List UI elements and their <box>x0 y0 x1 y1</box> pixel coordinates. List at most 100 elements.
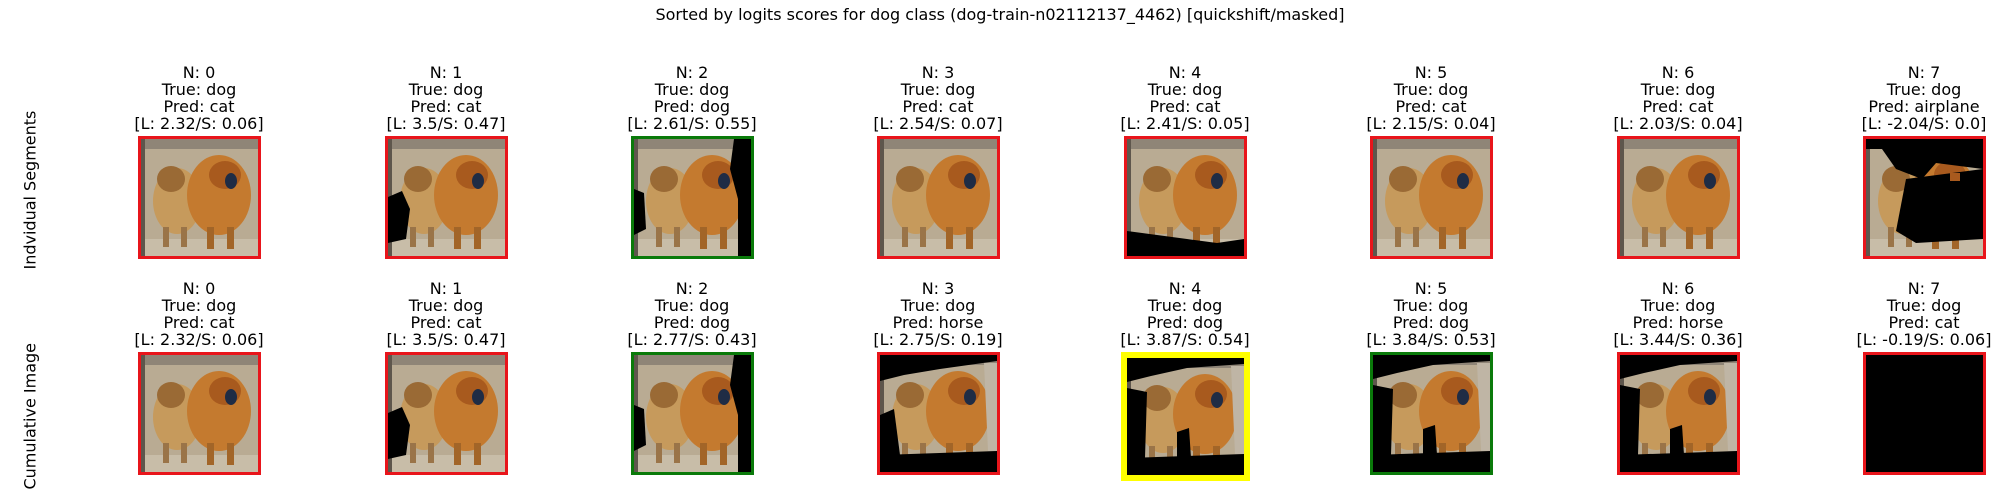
caption-score: [L: 2.77/S: 0.43] <box>627 330 757 349</box>
panel-cumulative-3: N: 3 True: dog Pred: horse [L: 2.75/S: 0.19… <box>838 280 1038 475</box>
caption-score: [L: 2.54/S: 0.07] <box>873 114 1003 133</box>
panel-caption: N: 4 True: dog Pred: dog [L: 3.87/S: 0.54] <box>1085 280 1285 348</box>
caption-pred: Pred: cat <box>1642 97 1714 116</box>
panel-segment-0: N: 0 True: dog Pred: cat [L: 2.32/S: 0.06] <box>99 64 299 259</box>
panel-image-frame <box>1862 352 1986 475</box>
dog-image <box>140 355 258 472</box>
panel-image-frame <box>630 136 754 259</box>
caption-n: N: 5 <box>1414 63 1448 82</box>
caption-score: [L: -0.19/S: 0.06] <box>1856 330 1992 349</box>
panel-caption: N: 3 True: dog Pred: horse [L: 2.75/S: 0.19… <box>838 280 1038 348</box>
panel-caption: N: 2 True: dog Pred: dog [L: 2.77/S: 0.43] <box>592 280 792 348</box>
figure-title: Sorted by logits scores for dog class (d… <box>655 5 1345 24</box>
panel-caption: N: 5 True: dog Pred: cat [L: 2.15/S: 0.04] <box>1331 64 1531 132</box>
panel-cumulative-6: N: 6 True: dog Pred: horse [L: 3.44/S: 0.36… <box>1578 280 1778 475</box>
panel-caption: N: 6 True: dog Pred: horse [L: 3.44/S: 0.36… <box>1578 280 1778 348</box>
panel-image-frame <box>630 352 754 475</box>
caption-n: N: 7 <box>1907 279 1941 298</box>
panel-cumulative-0: N: 0 True: dog Pred: cat [L: 2.32/S: 0.06] <box>99 280 299 475</box>
caption-pred: Pred: cat <box>1888 313 1960 332</box>
panel-cumulative-7: N: 7 True: dog Pred: cat [L: -0.19/S: 0.06] <box>1824 280 2000 475</box>
caption-n: N: 4 <box>1168 63 1202 82</box>
dog-image <box>1619 139 1737 256</box>
caption-pred: Pred: horse <box>1632 313 1724 332</box>
caption-n: N: 6 <box>1661 279 1695 298</box>
caption-pred: Pred: cat <box>163 97 235 116</box>
dog-image <box>1126 358 1244 475</box>
caption-true: True: dog <box>1886 296 1962 315</box>
panel-image-frame <box>876 352 1000 475</box>
caption-n: N: 0 <box>182 279 216 298</box>
caption-true: True: dog <box>1147 296 1223 315</box>
panel-caption: N: 4 True: dog Pred: cat [L: 2.41/S: 0.05] <box>1085 64 1285 132</box>
caption-score: [L: 3.5/S: 0.47] <box>386 330 506 349</box>
caption-score: [L: 3.5/S: 0.47] <box>386 114 506 133</box>
panel-caption: N: 5 True: dog Pred: dog [L: 3.84/S: 0.53] <box>1331 280 1531 348</box>
caption-pred: Pred: cat <box>410 97 482 116</box>
caption-pred: Pred: dog <box>653 97 731 116</box>
caption-n: N: 1 <box>429 279 463 298</box>
caption-n: N: 3 <box>921 279 955 298</box>
panel-image-frame <box>384 136 508 259</box>
caption-true: True: dog <box>408 296 484 315</box>
panel-image-frame <box>1369 136 1493 259</box>
dog-image <box>1865 139 1983 256</box>
caption-pred: Pred: cat <box>1395 97 1467 116</box>
dog-image <box>633 139 751 256</box>
panel-cumulative-5: N: 5 True: dog Pred: dog [L: 3.84/S: 0.53] <box>1331 280 1531 475</box>
caption-true: True: dog <box>1393 296 1469 315</box>
caption-n: N: 3 <box>921 63 955 82</box>
caption-true: True: dog <box>654 296 730 315</box>
panel-caption: N: 3 True: dog Pred: cat [L: 2.54/S: 0.07] <box>838 64 1038 132</box>
caption-n: N: 2 <box>675 279 709 298</box>
panel-cumulative-1: N: 1 True: dog Pred: cat [L: 3.5/S: 0.47] <box>346 280 546 475</box>
dog-image <box>387 139 505 256</box>
caption-true: True: dog <box>161 80 237 99</box>
caption-score: [L: 2.41/S: 0.05] <box>1120 114 1250 133</box>
caption-pred: Pred: dog <box>1392 313 1470 332</box>
caption-true: True: dog <box>900 296 976 315</box>
caption-true: True: dog <box>900 80 976 99</box>
caption-score: [L: 2.15/S: 0.04] <box>1366 114 1496 133</box>
caption-pred: Pred: dog <box>1146 313 1224 332</box>
caption-pred: Pred: dog <box>653 313 731 332</box>
caption-n: N: 7 <box>1907 63 1941 82</box>
caption-score: [L: 2.03/S: 0.04] <box>1613 114 1743 133</box>
caption-score: [L: 3.87/S: 0.54] <box>1120 330 1250 349</box>
dog-image <box>1372 139 1490 256</box>
panel-image-frame <box>384 352 508 475</box>
caption-n: N: 2 <box>675 63 709 82</box>
panel-caption: N: 0 True: dog Pred: cat [L: 2.32/S: 0.06] <box>99 64 299 132</box>
panel-image-frame <box>137 352 261 475</box>
dog-image <box>1126 139 1244 256</box>
caption-true: True: dog <box>161 296 237 315</box>
caption-n: N: 5 <box>1414 279 1448 298</box>
caption-pred: Pred: cat <box>163 313 235 332</box>
panel-cumulative-4: N: 4 True: dog Pred: dog [L: 3.87/S: 0.54] <box>1085 280 1285 481</box>
panel-image-frame <box>1862 136 1986 259</box>
row-label-individual: Indvidual Segments <box>20 110 40 270</box>
caption-score: [L: 2.32/S: 0.06] <box>134 330 264 349</box>
caption-n: N: 1 <box>429 63 463 82</box>
dog-image <box>879 355 997 472</box>
panel-image-frame <box>876 136 1000 259</box>
caption-pred: Pred: cat <box>410 313 482 332</box>
caption-score: [L: 3.44/S: 0.36] <box>1613 330 1743 349</box>
caption-true: True: dog <box>1886 80 1962 99</box>
caption-true: True: dog <box>654 80 730 99</box>
caption-score: [L: -2.04/S: 0.0] <box>1861 114 1987 133</box>
caption-n: N: 0 <box>182 63 216 82</box>
caption-pred: Pred: cat <box>902 97 974 116</box>
caption-pred: Pred: horse <box>892 313 984 332</box>
panel-image-frame <box>137 136 261 259</box>
caption-score: [L: 2.61/S: 0.55] <box>627 114 757 133</box>
panel-segment-4: N: 4 True: dog Pred: cat [L: 2.41/S: 0.05] <box>1085 64 1285 259</box>
panel-caption: N: 7 True: dog Pred: airplane [L: -2.04/S: … <box>1824 64 2000 132</box>
panel-image-frame <box>1123 136 1247 259</box>
panel-segment-1: N: 1 True: dog Pred: cat [L: 3.5/S: 0.47] <box>346 64 546 259</box>
dog-image <box>633 355 751 472</box>
panel-image-frame <box>1369 352 1493 475</box>
panel-caption: N: 2 True: dog Pred: dog [L: 2.61/S: 0.55] <box>592 64 792 132</box>
panel-caption: N: 7 True: dog Pred: cat [L: -0.19/S: 0.06] <box>1824 280 2000 348</box>
panel-segment-6: N: 6 True: dog Pred: cat [L: 2.03/S: 0.04] <box>1578 64 1778 259</box>
